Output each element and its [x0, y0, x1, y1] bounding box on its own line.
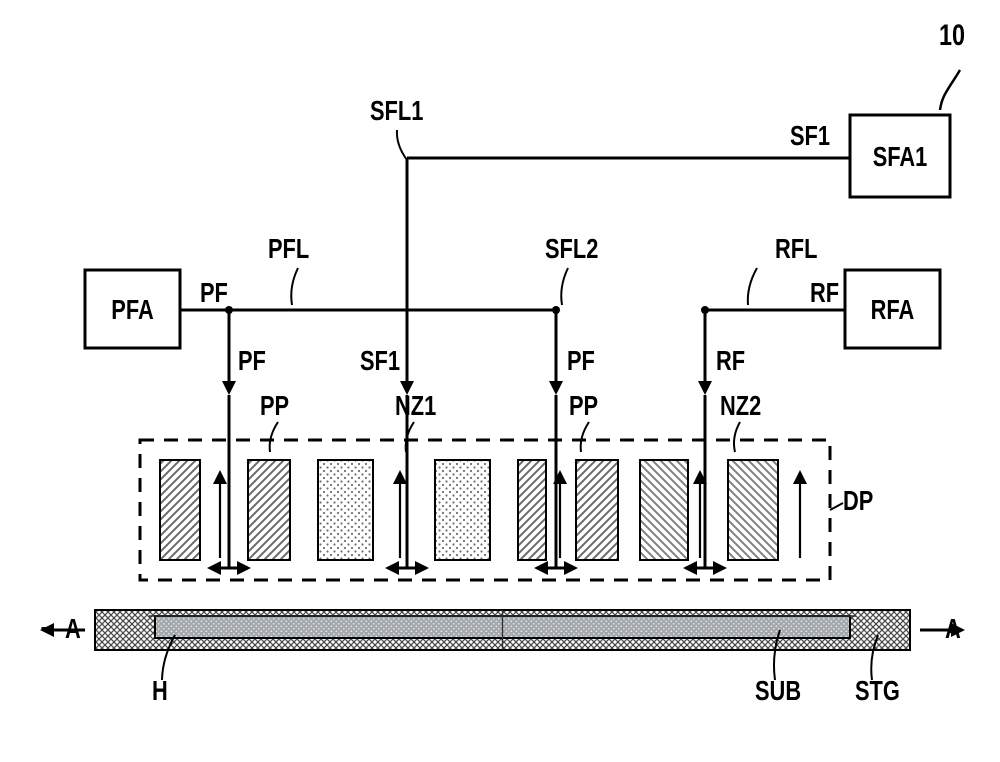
label-rf-right: RF	[810, 277, 839, 308]
arrow-head	[549, 381, 563, 395]
arrow-head	[683, 561, 697, 575]
leader-line	[561, 268, 568, 305]
supply-box-PFA-label: PFA	[111, 294, 153, 325]
diagram-canvas: 10PFARFASFA1−SFL1SF1PFLSFL2RFLPFRFPFSF1P…	[0, 0, 1000, 762]
nozzle-pp	[160, 460, 200, 560]
label-sf1-d: SF1	[360, 345, 400, 376]
arrow-head	[207, 561, 221, 575]
label-pp1: PP	[260, 390, 289, 421]
label-h: H	[152, 675, 168, 706]
arrow-head	[393, 470, 407, 484]
label-pf-d2: PF	[567, 345, 595, 376]
leader-line	[581, 422, 589, 452]
figure-ref: 10	[939, 18, 965, 51]
nozzle-nz1	[318, 460, 373, 560]
arrow-head	[564, 561, 578, 575]
label-dp: DP	[843, 485, 873, 516]
label-sub: SUB	[755, 675, 801, 706]
arrow-head	[793, 470, 807, 484]
label-a-right: A	[945, 613, 961, 644]
label-sf1-top: SF1	[790, 120, 830, 151]
arrow-head	[713, 561, 727, 575]
arrow-head	[698, 381, 712, 395]
dp-leader	[830, 503, 843, 510]
arrow-head	[415, 561, 429, 575]
nozzle-nz1	[435, 460, 490, 560]
label-pf-d1: PF	[238, 345, 266, 376]
nozzle-nz2	[728, 460, 778, 560]
arrow-head	[385, 561, 399, 575]
leader-line	[270, 422, 278, 452]
leader-line	[397, 130, 407, 160]
nozzle-pp	[518, 460, 546, 560]
label-sfl1: SFL1	[370, 95, 423, 126]
figure-ref-hook	[940, 70, 960, 110]
arrow-head	[213, 470, 227, 484]
leader-line	[734, 422, 740, 452]
arrow-head	[222, 381, 236, 395]
nozzle-nz2	[640, 460, 688, 560]
label-sfl2: SFL2	[545, 233, 598, 264]
label-a-left: A	[65, 613, 81, 644]
leader-line	[748, 268, 757, 305]
label-nz2: NZ2	[720, 390, 761, 421]
a-minus: −	[41, 613, 54, 644]
label-pf-left: PF	[200, 277, 228, 308]
label-pfl: PFL	[268, 233, 309, 264]
label-pp2: PP	[569, 390, 598, 421]
arrow-head	[237, 561, 251, 575]
label-stg: STG	[855, 675, 900, 706]
supply-box-RFA-label: RFA	[871, 294, 915, 325]
label-rfl: RFL	[775, 233, 817, 264]
arrow-head	[534, 561, 548, 575]
label-rf-d: RF	[716, 345, 745, 376]
nozzle-pp	[576, 460, 618, 560]
label-nz1: NZ1	[395, 390, 436, 421]
leader-line	[291, 268, 298, 305]
supply-box-SFA1-label: SFA1	[873, 141, 928, 172]
nozzle-pp	[248, 460, 290, 560]
